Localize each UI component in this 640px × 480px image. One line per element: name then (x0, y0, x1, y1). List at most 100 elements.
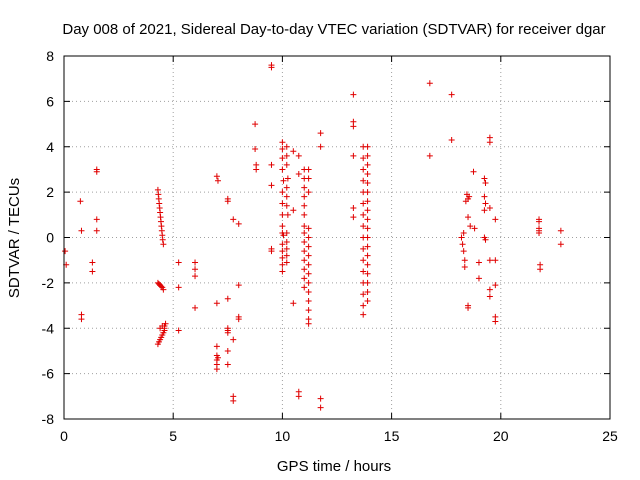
data-point (305, 243, 312, 250)
data-point (317, 395, 324, 402)
data-point (253, 166, 260, 173)
data-point (235, 316, 242, 323)
data-point (364, 143, 371, 150)
data-point (268, 161, 275, 168)
data-point (279, 261, 286, 268)
data-point (305, 234, 312, 241)
data-point (364, 152, 371, 159)
data-point (283, 229, 290, 236)
data-point (162, 320, 169, 327)
data-point (305, 307, 312, 314)
data-point (466, 193, 473, 200)
data-point (235, 282, 242, 289)
data-point (458, 234, 465, 241)
data-point (492, 257, 499, 264)
data-point (301, 284, 308, 291)
data-point (279, 146, 286, 153)
data-point (364, 161, 371, 168)
chart-title: Day 008 of 2021, Sidereal Day-to-day VTE… (62, 21, 605, 38)
data-point (350, 214, 357, 221)
data-point (364, 180, 371, 187)
data-point (360, 211, 367, 218)
data-point (460, 248, 467, 255)
data-point (279, 200, 286, 207)
data-point (364, 243, 371, 250)
data-point (301, 184, 308, 191)
data-point (93, 168, 100, 175)
data-point (230, 216, 237, 223)
data-point (360, 155, 367, 162)
data-point (360, 200, 367, 207)
data-point (364, 261, 371, 268)
data-point (301, 229, 308, 236)
data-point (317, 143, 324, 150)
data-point (364, 298, 371, 305)
data-point (283, 245, 290, 252)
data-point (448, 136, 455, 143)
data-point (482, 180, 489, 187)
data-point (360, 177, 367, 184)
data-point (364, 288, 371, 295)
data-point (252, 146, 259, 153)
data-point (160, 241, 167, 248)
y-axis-label: SDTVAR / TECUs (6, 178, 23, 298)
data-point (235, 220, 242, 227)
data-point (279, 254, 286, 261)
data-point (461, 257, 468, 264)
data-point (213, 343, 220, 350)
data-point (364, 270, 371, 277)
axis-ticks (63, 55, 611, 420)
data-point (364, 189, 371, 196)
data-point (175, 259, 182, 266)
data-point (158, 283, 165, 290)
y-tick-label: 4 (46, 139, 54, 155)
data-point (230, 336, 237, 343)
data-point (360, 311, 367, 318)
y-tick-label: 0 (46, 230, 54, 246)
data-point (283, 252, 290, 259)
data-point (89, 259, 96, 266)
data-point (470, 168, 477, 175)
data-point (482, 200, 489, 207)
data-point (89, 268, 96, 275)
data-point (465, 304, 472, 311)
data-point (481, 207, 488, 214)
data-point (360, 223, 367, 230)
data-point (77, 198, 84, 205)
x-axis-label: GPS time / hours (277, 458, 391, 475)
y-tick-label: -8 (42, 411, 55, 427)
data-point (290, 300, 297, 307)
data-point (280, 232, 287, 239)
data-point (305, 166, 312, 173)
data-point (295, 393, 302, 400)
data-point (471, 225, 478, 232)
data-point (305, 279, 312, 286)
data-point (350, 91, 357, 98)
data-point (192, 304, 199, 311)
data-point (426, 152, 433, 159)
data-point (465, 214, 472, 221)
data-point (305, 261, 312, 268)
y-tick-label: -6 (42, 366, 55, 382)
data-point (486, 293, 493, 300)
data-point (364, 207, 371, 214)
data-point (283, 161, 290, 168)
data-point (213, 300, 220, 307)
data-point (301, 248, 308, 255)
data-point (279, 189, 286, 196)
data-point (305, 270, 312, 277)
data-point (93, 227, 100, 234)
data-point (224, 295, 231, 302)
data-point (283, 193, 290, 200)
data-point (301, 257, 308, 264)
data-point (301, 275, 308, 282)
data-point (536, 218, 543, 225)
data-point (214, 177, 221, 184)
data-point (224, 198, 231, 205)
y-tick-label: 6 (46, 93, 54, 109)
y-tick-labels: -8 -6 -4 -2 0 2 4 6 8 (42, 48, 55, 427)
data-point (230, 397, 237, 404)
data-point (295, 170, 302, 177)
data-point (492, 282, 499, 289)
